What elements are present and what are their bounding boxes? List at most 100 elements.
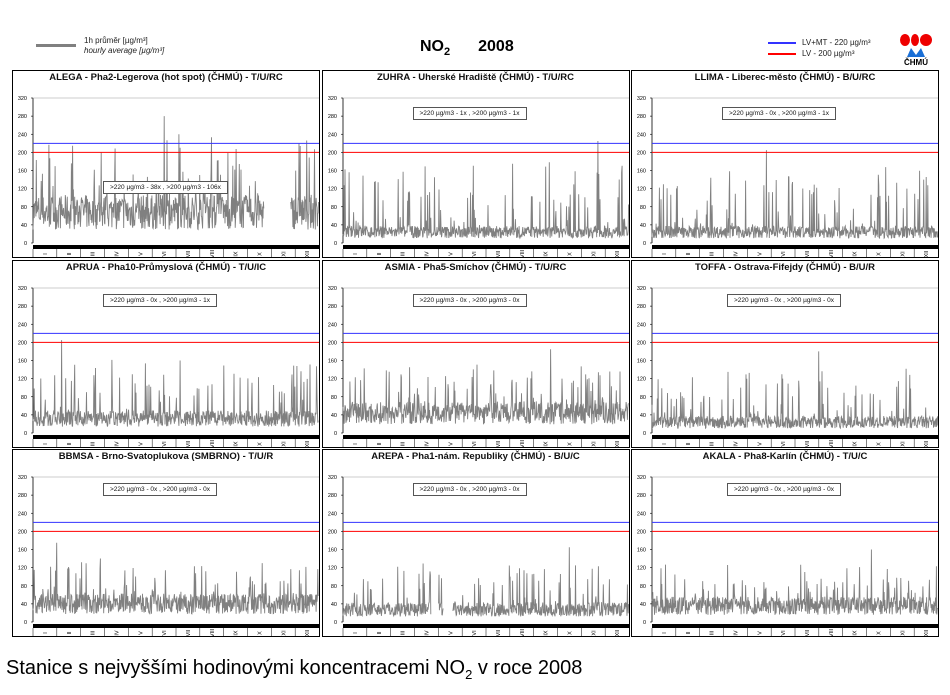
y-tick-label: 200 [637, 340, 646, 346]
panel-title: TOFFA - Ostrava-Fifejdy (ČHMÚ) - B/U/R [695, 261, 875, 273]
month-label: IV [114, 630, 120, 636]
y-tick-label: 80 [21, 394, 27, 400]
month-label: VI [781, 251, 787, 257]
month-label: V [448, 441, 454, 445]
time-axis-band [652, 245, 938, 249]
month-label: IX [234, 251, 240, 257]
y-tick-label: 80 [330, 394, 336, 400]
month-label: II [376, 631, 382, 635]
y-tick-label: 0 [24, 431, 27, 437]
month-label: XI [900, 630, 906, 636]
month-label: X [567, 631, 573, 635]
month-label: X [876, 441, 882, 445]
y-tick-label: 280 [18, 304, 27, 310]
y-tick-label: 80 [640, 205, 646, 211]
month-label: V [138, 252, 144, 256]
legend-swatch-hourly [36, 44, 76, 47]
month-label: XII [305, 440, 311, 447]
caption-text: Stanice s nejvyššími hodinovými koncentr… [6, 657, 466, 679]
month-label: VII [805, 250, 811, 257]
month-label: II [686, 631, 692, 635]
station-panel: TOFFA - Ostrava-Fifejdy (ČHMÚ) - B/U/R 0 4… [631, 259, 939, 448]
month-label: III [710, 630, 716, 635]
y-tick-label: 40 [330, 602, 336, 608]
month-label: XII [615, 250, 621, 257]
month-label: I [662, 442, 668, 444]
legend-label-en: hourly average [µg/m³] [84, 46, 165, 55]
station-panel: APRUA - Pha10-Průmyslová (ČHMÚ) - T/U/IC… [12, 259, 320, 448]
y-tick-label: 320 [637, 286, 646, 292]
title-pollutant: NO [420, 38, 444, 55]
month-label: XII [924, 250, 930, 257]
month-label: VIII [519, 628, 525, 637]
month-label: XII [924, 440, 930, 447]
exceedance-annotation: >220 µg/m3 - 0x , >200 µg/m3 - 1x [103, 293, 217, 307]
y-tick-label: 160 [637, 358, 646, 364]
month-label: V [138, 631, 144, 635]
month-label: V [448, 252, 454, 256]
month-label: XII [615, 440, 621, 447]
month-label: I [662, 632, 668, 634]
month-label: VI [472, 630, 478, 636]
y-tick-label: 320 [327, 475, 336, 481]
y-tick-label: 240 [327, 322, 336, 328]
month-label: III [400, 630, 406, 635]
time-axis-band [33, 434, 319, 439]
y-tick-label: 80 [21, 584, 27, 590]
month-label: II [67, 442, 73, 446]
panel-title: ALEGA - Pha2-Legerova (hot spot) (ČHMÚ) … [49, 72, 283, 83]
series-line [342, 563, 431, 618]
panel-title: ZUHRA - Uherské Hradiště (ČHMÚ) - T/U/RC [376, 72, 575, 83]
month-label: XI [591, 630, 597, 636]
month-label: IX [234, 441, 240, 447]
series-line [651, 350, 939, 429]
series-line [32, 542, 319, 615]
station-panel: ASMIA - Pha5-Smíchov (ČHMÚ) - T/U/RC 0 40 8… [321, 259, 630, 448]
y-tick-label: 160 [327, 169, 336, 175]
chart-title: NO2 2008 [420, 38, 514, 58]
month-label: III [400, 441, 406, 446]
series-line [342, 140, 629, 240]
time-axis-band [342, 434, 629, 439]
month-label: XII [615, 629, 621, 636]
month-label: VIII [829, 249, 835, 258]
month-label: X [876, 252, 882, 256]
month-label: IV [733, 441, 739, 447]
panel-title: ASMIA - Pha5-Smíchov (ČHMÚ) - T/U/RC [384, 261, 567, 273]
y-tick-label: 240 [327, 511, 336, 517]
y-tick-label: 280 [327, 304, 336, 310]
exceedance-annotation: >220 µg/m3 - 0x , >200 µg/m3 - 0x [727, 483, 841, 496]
month-label: I [662, 253, 668, 255]
limit-legend: LV+MT - 220 µg/m³ LV - 200 µg/m³ [768, 38, 871, 60]
series-line [651, 150, 939, 240]
month-label: VI [781, 440, 787, 446]
exceedance-annotation: >220 µg/m3 - 1x , >200 µg/m3 - 1x [412, 107, 527, 120]
exceedance-annotation: >220 µg/m3 - 0x , >200 µg/m3 - 1x [722, 107, 836, 120]
y-tick-label: 200 [18, 340, 27, 346]
title-year: 2008 [478, 38, 514, 55]
station-panel: ZUHRA - Uherské Hradiště (ČHMÚ) - T/U/RC… [321, 70, 630, 258]
y-tick-label: 0 [333, 241, 336, 247]
y-tick-label: 280 [18, 493, 27, 499]
month-label: VII [495, 440, 501, 447]
month-label: III [91, 441, 97, 446]
y-tick-label: 320 [18, 96, 27, 102]
exceedance-annotation: >220 µg/m3 - 0x , >200 µg/m3 - 0x [103, 483, 217, 496]
y-tick-label: 120 [637, 187, 646, 193]
time-axis-band [342, 245, 629, 249]
month-label: V [757, 441, 763, 445]
month-label: II [67, 252, 73, 256]
y-tick-label: 280 [637, 304, 646, 310]
y-tick-label: 40 [21, 223, 27, 229]
y-tick-label: 80 [330, 205, 336, 211]
y-tick-label: 40 [640, 602, 646, 608]
month-label: VII [186, 250, 192, 257]
y-tick-label: 120 [18, 376, 27, 382]
series-line [437, 574, 444, 616]
station-panel: ALEGA - Pha2-Legerova (hot spot) (ČHMÚ) … [12, 70, 320, 258]
